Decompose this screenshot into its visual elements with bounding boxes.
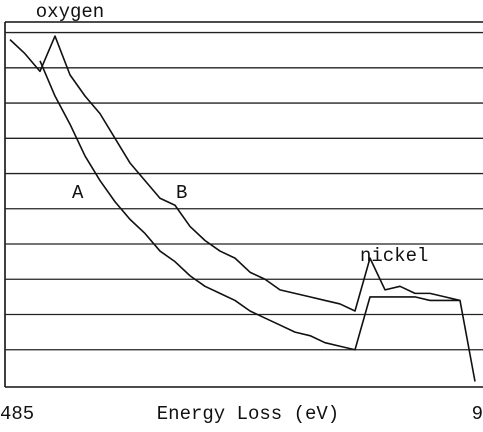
x-tick-label: 485 xyxy=(0,403,34,425)
series-line xyxy=(39,60,460,351)
annotation: A xyxy=(72,182,84,204)
annotation: B xyxy=(176,182,187,204)
annotation: oxygen xyxy=(36,1,104,23)
x-tick-label: 9 xyxy=(472,403,483,425)
series-line xyxy=(9,35,476,382)
x-axis-label: Energy Loss (eV) xyxy=(157,403,339,425)
annotation: nickel xyxy=(360,245,428,267)
